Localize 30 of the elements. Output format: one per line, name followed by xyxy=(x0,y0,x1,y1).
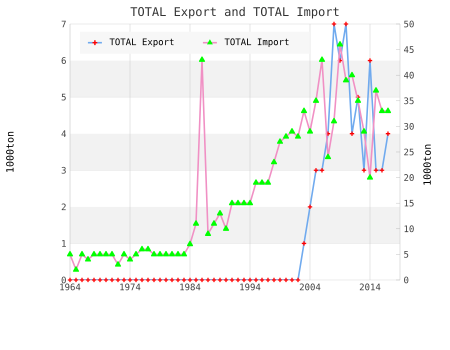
x-tick-label: 1984 xyxy=(180,284,200,290)
x-tick-label: 2014 xyxy=(360,284,380,290)
y-tick-label: 3 xyxy=(62,166,66,174)
y-tick-label: 1 xyxy=(62,240,66,247)
y2-tick-label: 0 xyxy=(404,276,408,284)
y2-tick-label: 45 xyxy=(404,46,414,53)
y2-tick-label: 35 xyxy=(404,97,414,104)
y-axis-title: 1000ton xyxy=(6,132,14,172)
x-tick-label: 1964 xyxy=(60,284,80,290)
chart-title: TOTAL Export and TOTAL Import xyxy=(130,6,339,18)
y2-tick-label: 50 xyxy=(404,20,414,28)
y2-axis-title: 1000ton xyxy=(423,144,431,185)
y-tick-label: 6 xyxy=(62,57,66,64)
y-tick-label: 0 xyxy=(62,276,66,284)
y2-tick-label: 40 xyxy=(404,72,414,79)
y2-tick-label: 30 xyxy=(404,122,414,130)
y2-tick-label: 20 xyxy=(404,174,414,181)
legend-label: TOTAL Export xyxy=(110,38,174,47)
legend-label: TOTAL Import xyxy=(224,38,289,47)
y2-tick-label: 15 xyxy=(404,200,414,207)
y2-tick-label: 10 xyxy=(404,225,414,232)
y-tick-label: 5 xyxy=(62,94,66,100)
x-tick-label: 1974 xyxy=(120,284,140,290)
y2-tick-label: 25 xyxy=(404,148,414,156)
x-tick-label: 2004 xyxy=(300,284,320,290)
y-tick-label: 4 xyxy=(62,130,66,137)
y-tick-label: 7 xyxy=(62,20,66,28)
x-tick-label: 1994 xyxy=(240,284,260,290)
y-tick-label: 2 xyxy=(62,204,66,210)
y2-tick-label: 5 xyxy=(404,251,408,258)
